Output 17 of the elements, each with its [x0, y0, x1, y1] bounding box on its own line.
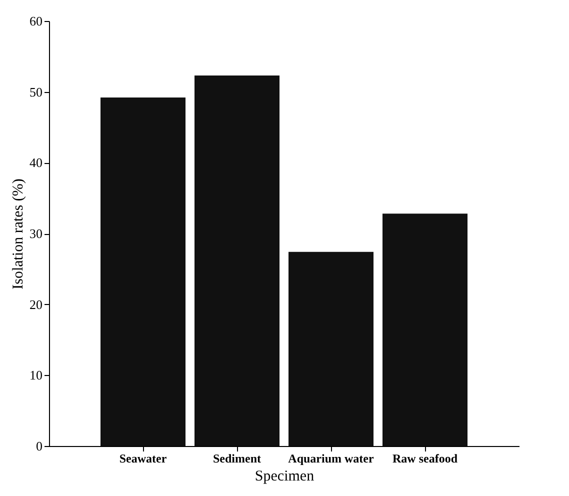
x-tick-label: Aquarium water — [288, 452, 374, 466]
x-tick-label: Raw seafood — [392, 452, 458, 466]
y-tick-label: 30 — [30, 226, 42, 241]
bar — [194, 76, 280, 446]
y-tick-label: 50 — [30, 84, 42, 100]
bar — [382, 214, 468, 446]
x-axis-title: Specimen — [254, 468, 315, 484]
bar — [100, 98, 186, 446]
y-tick-label: 60 — [30, 14, 42, 28]
x-tick-label: Seawater — [119, 452, 168, 466]
y-axis-title: Isolation rates (%) — [10, 178, 26, 290]
y-tick-label: 40 — [30, 155, 42, 170]
y-tick-label: 0 — [36, 438, 42, 454]
x-tick-label: Sediment — [213, 452, 262, 466]
y-tick-label: 10 — [30, 368, 42, 383]
y-tick-label: 20 — [30, 296, 42, 312]
bar — [288, 252, 374, 446]
